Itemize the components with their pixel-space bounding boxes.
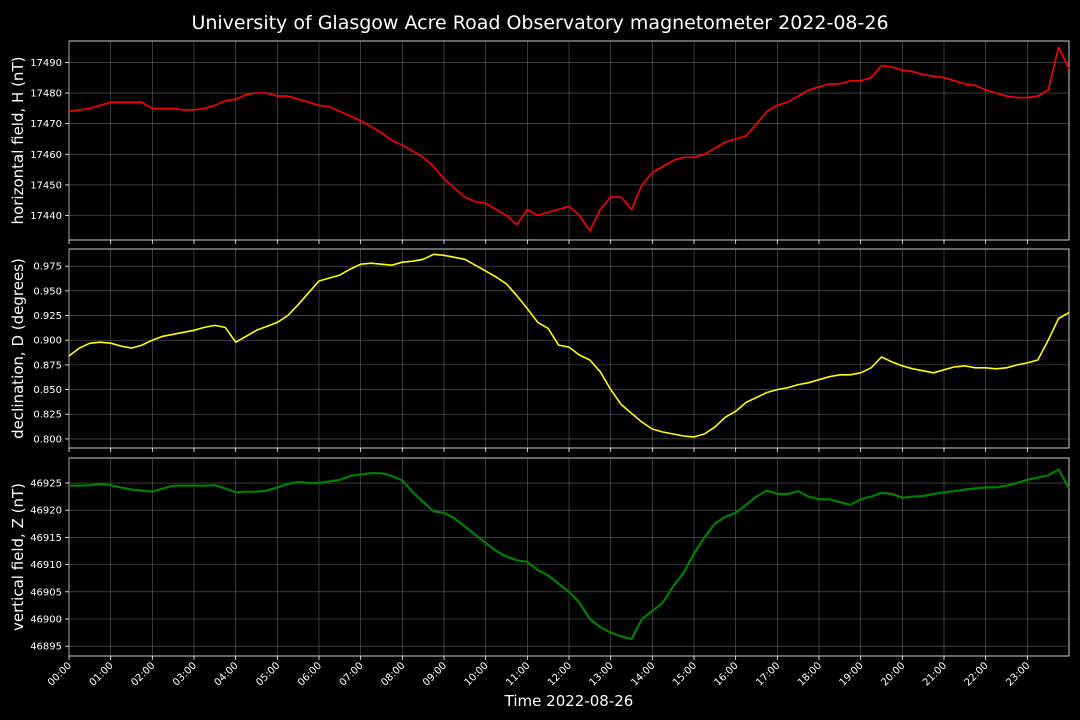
y-tick-label: 0.850: [33, 385, 62, 396]
y-tick-label: 0.825: [33, 410, 62, 421]
x-tick-label: 23:00: [1004, 660, 1032, 688]
y-tick-label: 17480: [30, 89, 62, 100]
y-axis-label: vertical field, Z (nT): [9, 483, 27, 631]
panel-2: 0.800 0.825 0.850 0.875 0.900 0.925 0.950 0.975…: [9, 248, 1070, 452]
y-tick-label: 46910: [30, 560, 62, 571]
panel-3: 46895 46900 46905 46910 46915 46920 46925verti…: [9, 457, 1070, 660]
y-tick-label: 46915: [30, 533, 62, 544]
y-tick-label: 46925: [30, 479, 62, 490]
panel-1: 17440 17450 17460 17470 17480 17490horizontal…: [9, 40, 1070, 244]
x-tick-label: 05:00: [254, 660, 282, 688]
x-tick-label: 02:00: [129, 660, 157, 688]
y-tick-label: 46920: [30, 506, 62, 517]
y-tick-label: 0.950: [33, 286, 62, 297]
x-tick-label: 11:00: [504, 660, 532, 688]
x-axis-label: Time 2022-08-26: [504, 692, 634, 710]
x-tick-label: 04:00: [213, 660, 241, 688]
series-line: [69, 468, 1070, 641]
series-line: [68, 253, 1070, 438]
x-tick-label: 01:00: [88, 660, 116, 688]
x-tick-label: 17:00: [754, 660, 782, 688]
x-tick-label: 00:00: [46, 660, 74, 688]
chart-title: University of Glasgow Acre Road Observat…: [191, 12, 888, 34]
y-axis-label: declination, D (degrees): [9, 258, 27, 439]
x-tick-label: 06:00: [296, 660, 324, 688]
y-tick-label: 17440: [30, 211, 62, 222]
x-tick-label: 15:00: [671, 660, 699, 688]
x-tick-label: 08:00: [379, 660, 407, 688]
y-tick-label: 0.925: [33, 311, 62, 322]
y-tick-label: 17490: [30, 58, 62, 69]
x-tick-label: 18:00: [796, 660, 824, 688]
y-tick-label: 0.900: [33, 336, 62, 347]
y-axis-label: horizontal field, H (nT): [9, 57, 27, 225]
x-tick-label: 21:00: [921, 660, 949, 688]
series-line: [68, 46, 1070, 232]
x-tick-label: 19:00: [838, 660, 866, 688]
y-tick-label: 17460: [30, 150, 62, 161]
y-tick-label: 46895: [30, 642, 62, 653]
x-tick-label: 07:00: [338, 660, 366, 688]
x-tick-label: 12:00: [546, 660, 574, 688]
y-tick-label: 17450: [30, 180, 62, 191]
x-tick-label: 13:00: [588, 660, 616, 688]
x-tick-label: 20:00: [879, 660, 907, 688]
y-tick-label: 17470: [30, 119, 62, 130]
x-tick-label: 09:00: [421, 660, 449, 688]
y-tick-label: 46905: [30, 587, 62, 598]
x-tick-label: 16:00: [713, 660, 741, 688]
y-tick-label: 0.800: [33, 434, 62, 445]
y-tick-label: 46900: [30, 615, 62, 626]
y-tick-label: 0.875: [33, 360, 62, 371]
x-tick-label: 03:00: [171, 660, 199, 688]
y-tick-label: 0.975: [33, 262, 62, 273]
x-tick-label: 14:00: [629, 660, 657, 688]
x-tick-label: 10:00: [463, 660, 491, 688]
x-tick-label: 22:00: [963, 660, 991, 688]
